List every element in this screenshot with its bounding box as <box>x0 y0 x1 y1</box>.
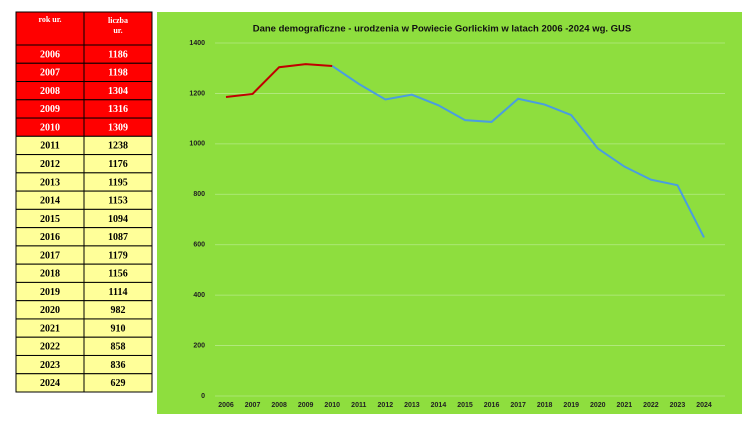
x-tick-label: 2010 <box>324 402 340 409</box>
cell-text: 1198 <box>108 68 127 79</box>
y-tick-label: 800 <box>193 191 205 198</box>
cell-text: 2015 <box>40 214 60 225</box>
x-tick-label: 2017 <box>510 402 526 409</box>
x-tick-label: 2015 <box>457 402 473 409</box>
chart-title: Dane demograficzne - urodzenia w Powieci… <box>253 24 632 35</box>
y-tick-label: 1000 <box>189 141 205 148</box>
cell-text: 858 <box>111 342 126 353</box>
x-tick-label: 2012 <box>378 402 394 409</box>
cell-text: 2024 <box>40 378 60 389</box>
x-tick-label: 2011 <box>351 402 366 409</box>
x-tick-label: 2018 <box>537 402 553 409</box>
x-tick-label: 2019 <box>563 402 579 409</box>
x-tick-label: 2022 <box>643 402 659 409</box>
header-cell <box>15 11 85 46</box>
cell-text: 1153 <box>108 196 127 207</box>
cell-text: 2016 <box>40 232 60 243</box>
data-line <box>331 65 705 238</box>
cell-text: 2021 <box>40 323 60 334</box>
x-tick-label: 2013 <box>404 402 420 409</box>
table-cell <box>83 373 153 393</box>
x-tick-label: 2021 <box>617 402 633 409</box>
cell-text: 1309 <box>108 122 128 133</box>
y-tick-label: 600 <box>193 242 205 249</box>
cell-text: 2007 <box>40 68 60 79</box>
x-tick-label: 2009 <box>298 402 314 409</box>
y-tick-label: 400 <box>193 292 205 299</box>
cell-text: 2011 <box>40 141 59 152</box>
cell-text: 2019 <box>40 287 60 298</box>
data-line <box>225 63 333 98</box>
x-tick-label: 2023 <box>670 402 686 409</box>
cell-text: 2020 <box>40 305 60 316</box>
cell-text: 1094 <box>108 214 128 225</box>
cell-text: 1114 <box>109 287 128 298</box>
cell-text: 910 <box>111 323 126 334</box>
y-tick-label: 1400 <box>189 40 205 47</box>
cell-text: 2017 <box>40 250 60 261</box>
cell-text: 2006 <box>40 49 60 60</box>
cell-text: 1176 <box>108 159 127 170</box>
cell-text: 2009 <box>40 104 60 115</box>
cell-text: 2008 <box>40 86 60 97</box>
cell-text: 2013 <box>40 177 60 188</box>
cell-text: 1304 <box>108 86 128 97</box>
x-tick-label: 2024 <box>696 402 712 409</box>
x-tick-label: 2007 <box>245 402 261 409</box>
cell-text: 2022 <box>40 342 60 353</box>
header-cell <box>83 11 153 46</box>
cell-text: 2023 <box>40 360 60 371</box>
cell-text: 2014 <box>40 196 60 207</box>
cell-text: 2010 <box>40 122 60 133</box>
cell-text: 1087 <box>108 232 128 243</box>
chart-area <box>157 12 742 414</box>
cell-text: 1186 <box>108 49 127 60</box>
x-tick-label: 2014 <box>431 402 447 409</box>
cell-text: 1195 <box>108 177 127 188</box>
header-label: ur. <box>113 26 122 35</box>
header-label: rok ur. <box>38 15 61 24</box>
cell-text: 1238 <box>108 141 128 152</box>
cell-text: 1179 <box>108 250 127 261</box>
y-tick-label: 1200 <box>189 90 205 97</box>
cell-text: 982 <box>111 305 126 316</box>
x-tick-label: 2020 <box>590 402 606 409</box>
cell-text: 2012 <box>40 159 60 170</box>
y-tick-label: 200 <box>193 342 205 349</box>
cell-text: 629 <box>111 378 126 389</box>
x-tick-label: 2006 <box>218 402 234 409</box>
x-tick-label: 2016 <box>484 402 500 409</box>
cell-text: 1316 <box>108 104 128 115</box>
x-tick-label: 2008 <box>271 402 287 409</box>
header-label: liczba <box>108 16 128 25</box>
cell-text: 836 <box>111 360 126 371</box>
cell-text: 1156 <box>108 269 127 280</box>
y-tick-label: 0 <box>201 393 205 400</box>
cell-text: 2018 <box>40 269 60 280</box>
